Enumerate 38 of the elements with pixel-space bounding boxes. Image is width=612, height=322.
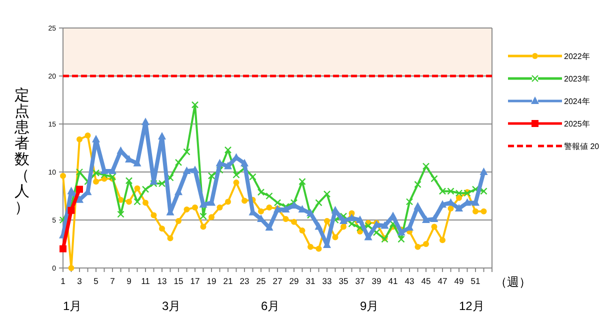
x-tick-label: 11 <box>141 276 150 286</box>
legend-label: 2022年 <box>564 52 590 61</box>
x-tick-label: 9 <box>126 276 132 286</box>
x-tick-label: 47 <box>438 276 448 286</box>
x-tick-label: 51 <box>470 276 480 286</box>
text: 1月 <box>63 299 82 313</box>
x-axis-title: （週） <box>495 275 531 289</box>
x-tick-label: 1 <box>60 276 66 286</box>
x-tick-label: 3 <box>77 276 82 286</box>
text: 12月 <box>459 299 484 313</box>
x-tick-label: 49 <box>454 276 464 286</box>
x-tick-label: 15 <box>174 276 184 286</box>
legend-label: 2024年 <box>564 96 590 106</box>
x-tick-label: 21 <box>223 276 233 286</box>
x-tick-label: 25 <box>256 276 266 286</box>
legend-label: 警報値 20 <box>564 142 600 151</box>
x-tick-label: 35 <box>338 276 348 286</box>
x-tick-label: 23 <box>240 276 250 286</box>
x-tick-label: 39 <box>372 276 382 286</box>
x-tick-label: 17 <box>190 276 200 286</box>
legend-label: 2023年 <box>564 74 590 84</box>
x-tick-label: 43 <box>404 276 414 286</box>
x-tick-label: 45 <box>421 276 431 286</box>
x-tick-label: 27 <box>272 276 282 286</box>
x-tick-label: 5 <box>94 276 99 286</box>
x-tick-label: 7 <box>110 276 116 286</box>
x-tick-label: 29 <box>289 276 299 286</box>
text: 3月 <box>162 299 181 313</box>
x-tick-label: 37 <box>355 276 365 286</box>
x-tick-label: 13 <box>157 276 167 286</box>
x-tick-label: 31 <box>306 276 316 286</box>
text: 9月 <box>360 299 379 313</box>
x-tick-label: 33 <box>322 276 332 286</box>
legend-label: 2025年 <box>564 119 590 128</box>
x-tick-label: 19 <box>206 276 216 286</box>
y-axis-title: 定点患者数（人） <box>14 87 30 216</box>
x-tick-label: 41 <box>388 276 398 286</box>
text: 6月 <box>261 299 280 313</box>
